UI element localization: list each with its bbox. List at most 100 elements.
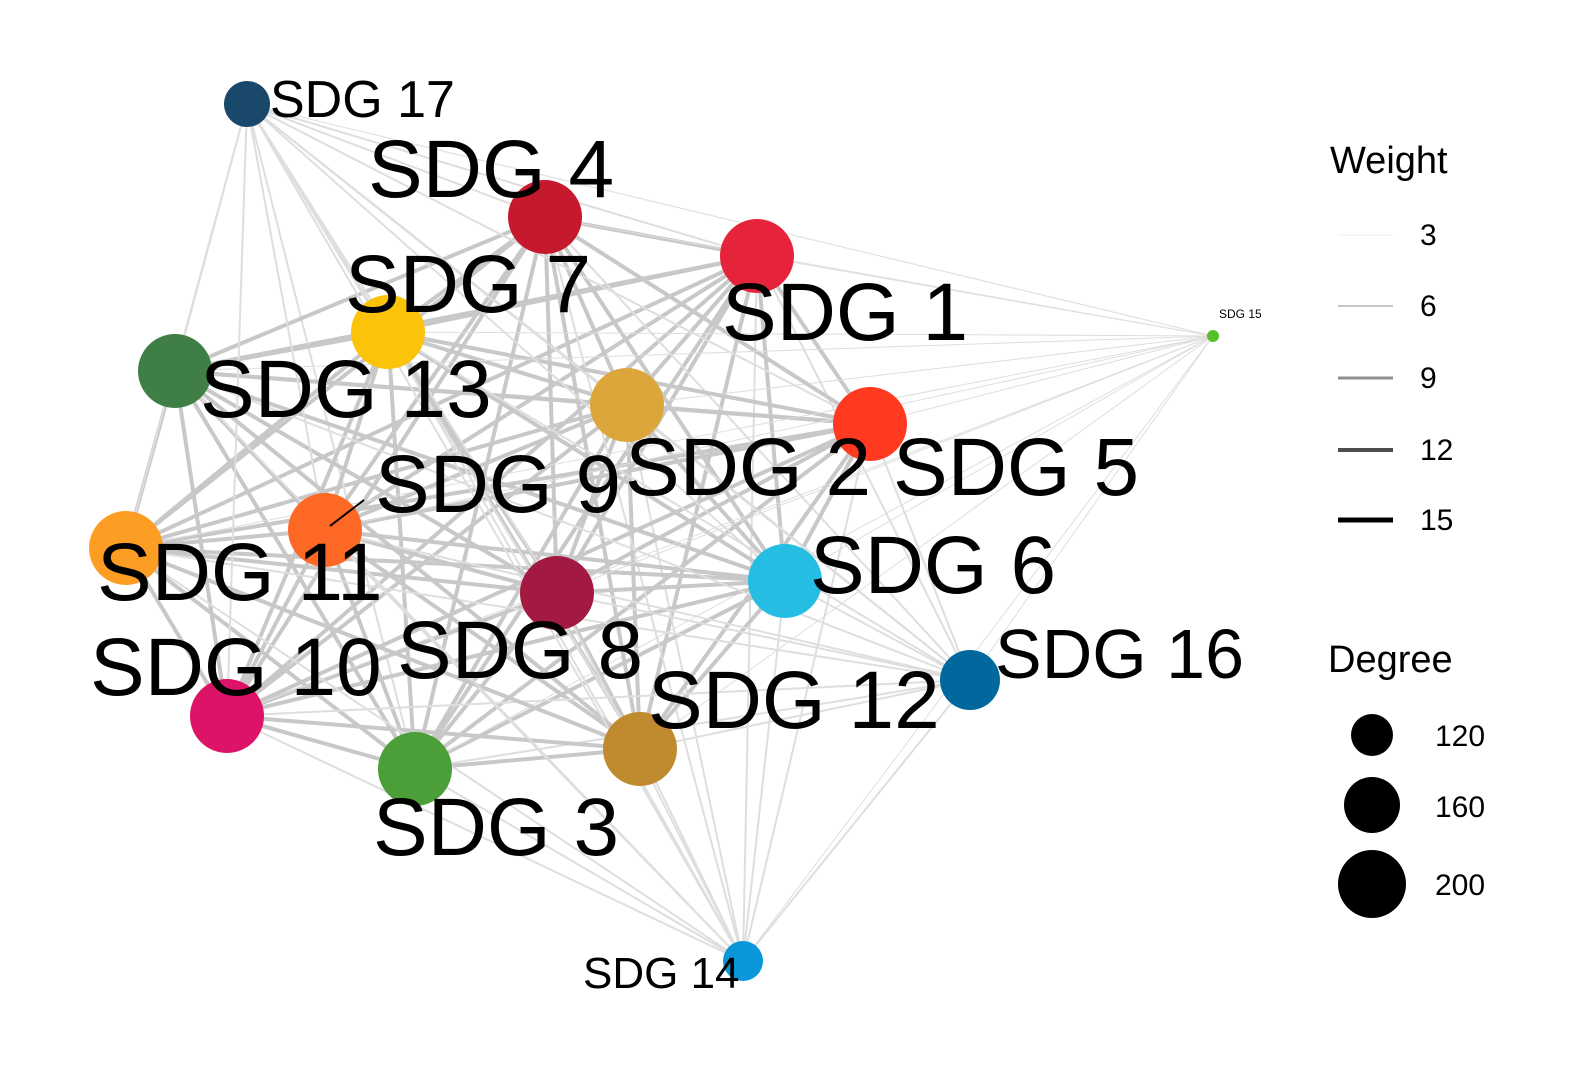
node-label-sdg-12: SDG 12	[648, 655, 940, 746]
edge	[246, 103, 786, 582]
edge	[226, 679, 971, 717]
node-sdg-9	[288, 493, 362, 567]
node-label-sdg-8: SDG 8	[397, 605, 643, 696]
node-label-sdg-7: SDG 7	[345, 239, 591, 330]
node-label-sdg-1: SDG 1	[722, 267, 968, 358]
edge	[246, 103, 1214, 337]
edge	[869, 423, 971, 681]
edge	[543, 215, 642, 751]
legend-weight-label-5: 15	[1420, 504, 1453, 537]
edge	[246, 103, 744, 962]
legend-weight-title: Weight	[1330, 140, 1448, 182]
node-label-sdg-6: SDG 6	[810, 520, 1056, 611]
node-sdg-3	[378, 732, 452, 806]
edge	[543, 215, 872, 426]
edge	[173, 369, 872, 426]
legend-weight: Weight 3 6 9 12 15	[1330, 140, 1453, 537]
node-sdg-1	[720, 219, 794, 293]
node-sdg-13	[138, 334, 212, 408]
edge	[173, 369, 229, 718]
node-sdg-14	[723, 941, 763, 981]
edge	[225, 579, 787, 718]
edge	[626, 335, 1214, 406]
edge	[124, 422, 872, 550]
edge	[742, 335, 1214, 962]
edge	[555, 579, 787, 595]
node-sdg-2	[590, 368, 664, 442]
edge	[869, 335, 1214, 425]
node-sdg-11	[89, 511, 163, 585]
legend-weight-label-3: 9	[1420, 362, 1437, 395]
node-sdg-17	[224, 81, 270, 127]
node-sdg-12	[603, 712, 677, 786]
legend-weight-label-1: 3	[1420, 219, 1437, 252]
edge	[414, 679, 971, 770]
nodes-layer	[89, 81, 1219, 981]
edge	[246, 103, 871, 425]
legend-degree-label-2: 160	[1435, 791, 1485, 824]
node-label-sdg-16: SDG 16	[995, 615, 1244, 693]
edge	[246, 103, 641, 750]
node-label-sdg-2: SDG 2	[625, 422, 871, 513]
node-label-sdg-4: SDG 4	[368, 124, 614, 215]
edge	[174, 335, 1214, 372]
edge	[639, 335, 1214, 750]
edge	[174, 103, 248, 372]
edge	[414, 335, 1214, 770]
edge	[555, 422, 872, 595]
node-sdg-6	[748, 544, 822, 618]
legend-degree-title: Degree	[1328, 639, 1453, 681]
node-label-sdg-15: SDG 15	[1219, 307, 1262, 321]
edge	[413, 591, 559, 771]
edge	[742, 255, 758, 962]
legend-weight-label-4: 12	[1420, 434, 1453, 467]
node-label-sdg-10: SDG 10	[90, 622, 382, 713]
node-sdg-4	[508, 180, 582, 254]
edge	[174, 370, 971, 681]
edge	[387, 331, 744, 962]
edge	[173, 215, 547, 373]
edge	[387, 331, 971, 681]
edge	[742, 580, 786, 962]
edge	[323, 528, 642, 751]
legend-degree-dot-1	[1351, 714, 1393, 756]
edge	[756, 255, 971, 681]
edge	[639, 679, 971, 750]
node-sdg-5	[833, 387, 907, 461]
edge	[174, 370, 744, 962]
edge	[173, 369, 559, 595]
edge	[413, 422, 872, 771]
edge	[173, 369, 642, 751]
edge	[969, 335, 1214, 681]
node-sdg-7	[351, 295, 425, 369]
edge	[386, 330, 787, 583]
edge	[742, 679, 971, 962]
edge	[324, 335, 1214, 531]
edge	[124, 546, 559, 595]
edge	[784, 335, 1214, 582]
edge	[414, 768, 744, 962]
node-label-sdg-3: SDG 3	[373, 782, 619, 873]
edge	[124, 546, 417, 771]
edge	[556, 335, 1214, 594]
edge	[226, 103, 248, 717]
edge	[225, 403, 629, 718]
node-sdg-10	[190, 679, 264, 753]
legend-degree-label-1: 120	[1435, 720, 1485, 753]
node-label-sdg-13: SDG 13	[200, 344, 492, 435]
edge	[246, 103, 758, 257]
legend-degree-dot-2	[1344, 777, 1400, 833]
edge	[625, 403, 787, 583]
node-sdg-8	[520, 556, 594, 630]
edge	[225, 591, 559, 718]
legend-degree-label-3: 200	[1435, 869, 1485, 902]
node-label-sdg-17: SDG 17	[270, 71, 455, 129]
node-label-sdg-14: SDG 14	[583, 949, 740, 998]
edge	[387, 331, 1214, 337]
edge	[225, 714, 642, 751]
edge	[742, 423, 871, 962]
node-label-sdg-9: SDG 9	[375, 439, 621, 530]
edge	[124, 254, 759, 550]
